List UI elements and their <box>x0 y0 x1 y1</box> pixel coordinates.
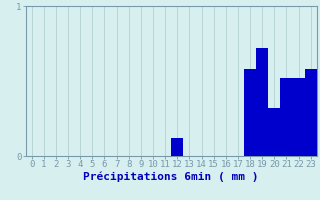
Bar <box>280 78 292 156</box>
X-axis label: Précipitations 6min ( mm ): Précipitations 6min ( mm ) <box>84 172 259 182</box>
Bar <box>268 108 280 156</box>
Bar <box>256 48 268 156</box>
Bar <box>244 69 256 156</box>
Bar <box>171 138 183 156</box>
Bar <box>292 78 305 156</box>
Bar <box>305 69 317 156</box>
